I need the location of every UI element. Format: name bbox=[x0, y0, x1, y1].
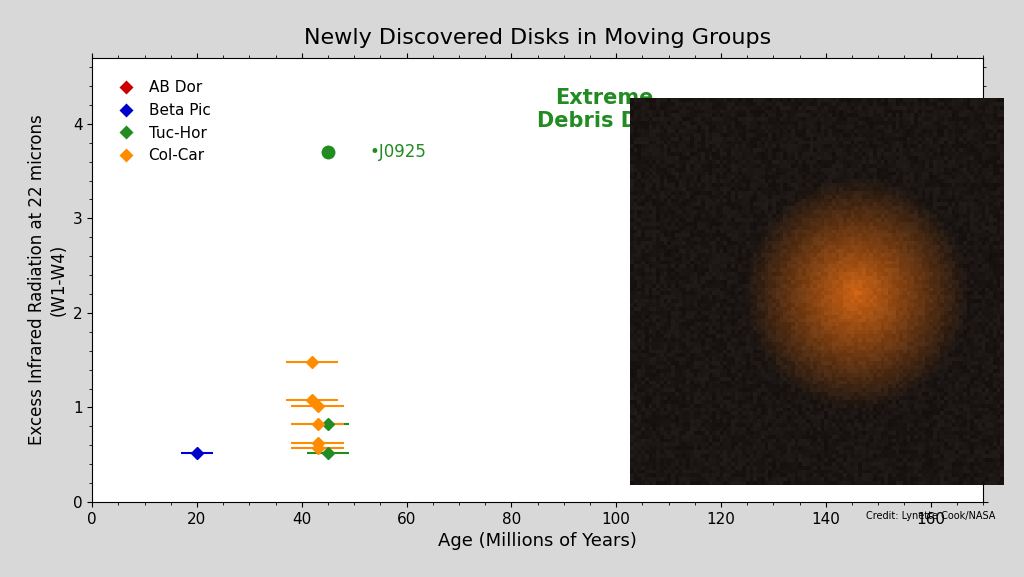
Text: •J0925: •J0925 bbox=[370, 143, 427, 161]
Y-axis label: Excess Infrared Radiation at 22 microns
(W1-W4): Excess Infrared Radiation at 22 microns … bbox=[29, 114, 68, 445]
Legend: AB Dor, Beta Pic, Tuc-Hor, Col-Car: AB Dor, Beta Pic, Tuc-Hor, Col-Car bbox=[104, 74, 216, 170]
Title: Newly Discovered Disks in Moving Groups: Newly Discovered Disks in Moving Groups bbox=[304, 28, 771, 48]
Text: Credit: Lynette Cook/NASA: Credit: Lynette Cook/NASA bbox=[866, 511, 995, 520]
Text: Extreme
Debris Disk: Extreme Debris Disk bbox=[537, 88, 671, 132]
X-axis label: Age (Millions of Years): Age (Millions of Years) bbox=[438, 532, 637, 550]
